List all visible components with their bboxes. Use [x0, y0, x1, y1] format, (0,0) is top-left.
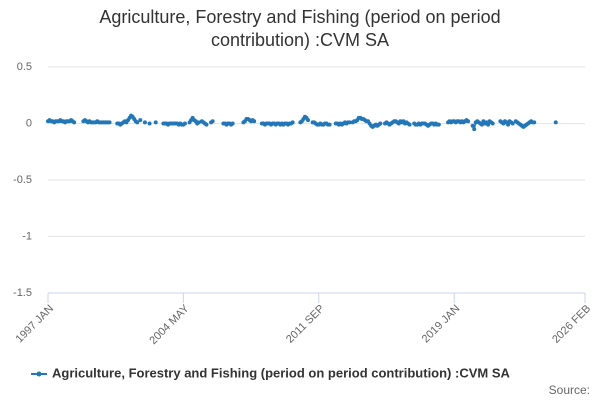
point [204, 122, 209, 127]
point [196, 120, 201, 125]
point [407, 122, 412, 127]
point [72, 120, 77, 125]
point [135, 120, 140, 125]
y-tick-label: -0.5 [13, 174, 32, 186]
point [142, 120, 147, 125]
point [230, 121, 235, 126]
point [138, 118, 143, 123]
point [472, 127, 477, 132]
point [506, 122, 511, 127]
point [490, 121, 495, 126]
y-tick-label: -1.5 [13, 287, 32, 299]
point [436, 122, 441, 127]
x-tick-label: 2019 JAN [420, 303, 463, 346]
y-tick-label: 0.5 [17, 61, 32, 73]
x-tick-label: 1997 JAN [14, 303, 57, 346]
point [532, 120, 537, 125]
point [182, 121, 187, 126]
point [252, 119, 257, 124]
point [486, 122, 491, 127]
legend-symbol-dot [36, 371, 42, 377]
point [378, 121, 383, 126]
point [107, 120, 112, 125]
point [153, 120, 158, 125]
point [470, 123, 475, 128]
point [479, 122, 484, 127]
point [306, 118, 311, 123]
y-tick-label: 0 [26, 117, 32, 129]
y-tick-label: -1 [22, 230, 32, 242]
x-tick-label: 2011 SEP [284, 303, 327, 346]
point [210, 119, 215, 124]
point [553, 120, 558, 125]
point [290, 120, 295, 125]
legend-label: Agriculture, Forestry and Fishing (perio… [52, 365, 511, 380]
point [510, 121, 515, 126]
point [466, 119, 471, 124]
chart-title: Agriculture, Forestry and Fishing (perio… [99, 7, 501, 50]
x-tick-label: 2026 FEB [550, 303, 593, 346]
point [347, 120, 352, 125]
x-tick-label: 2004 MAY [147, 302, 192, 347]
point [147, 121, 152, 126]
source: Source: [549, 383, 590, 397]
point [327, 122, 332, 127]
